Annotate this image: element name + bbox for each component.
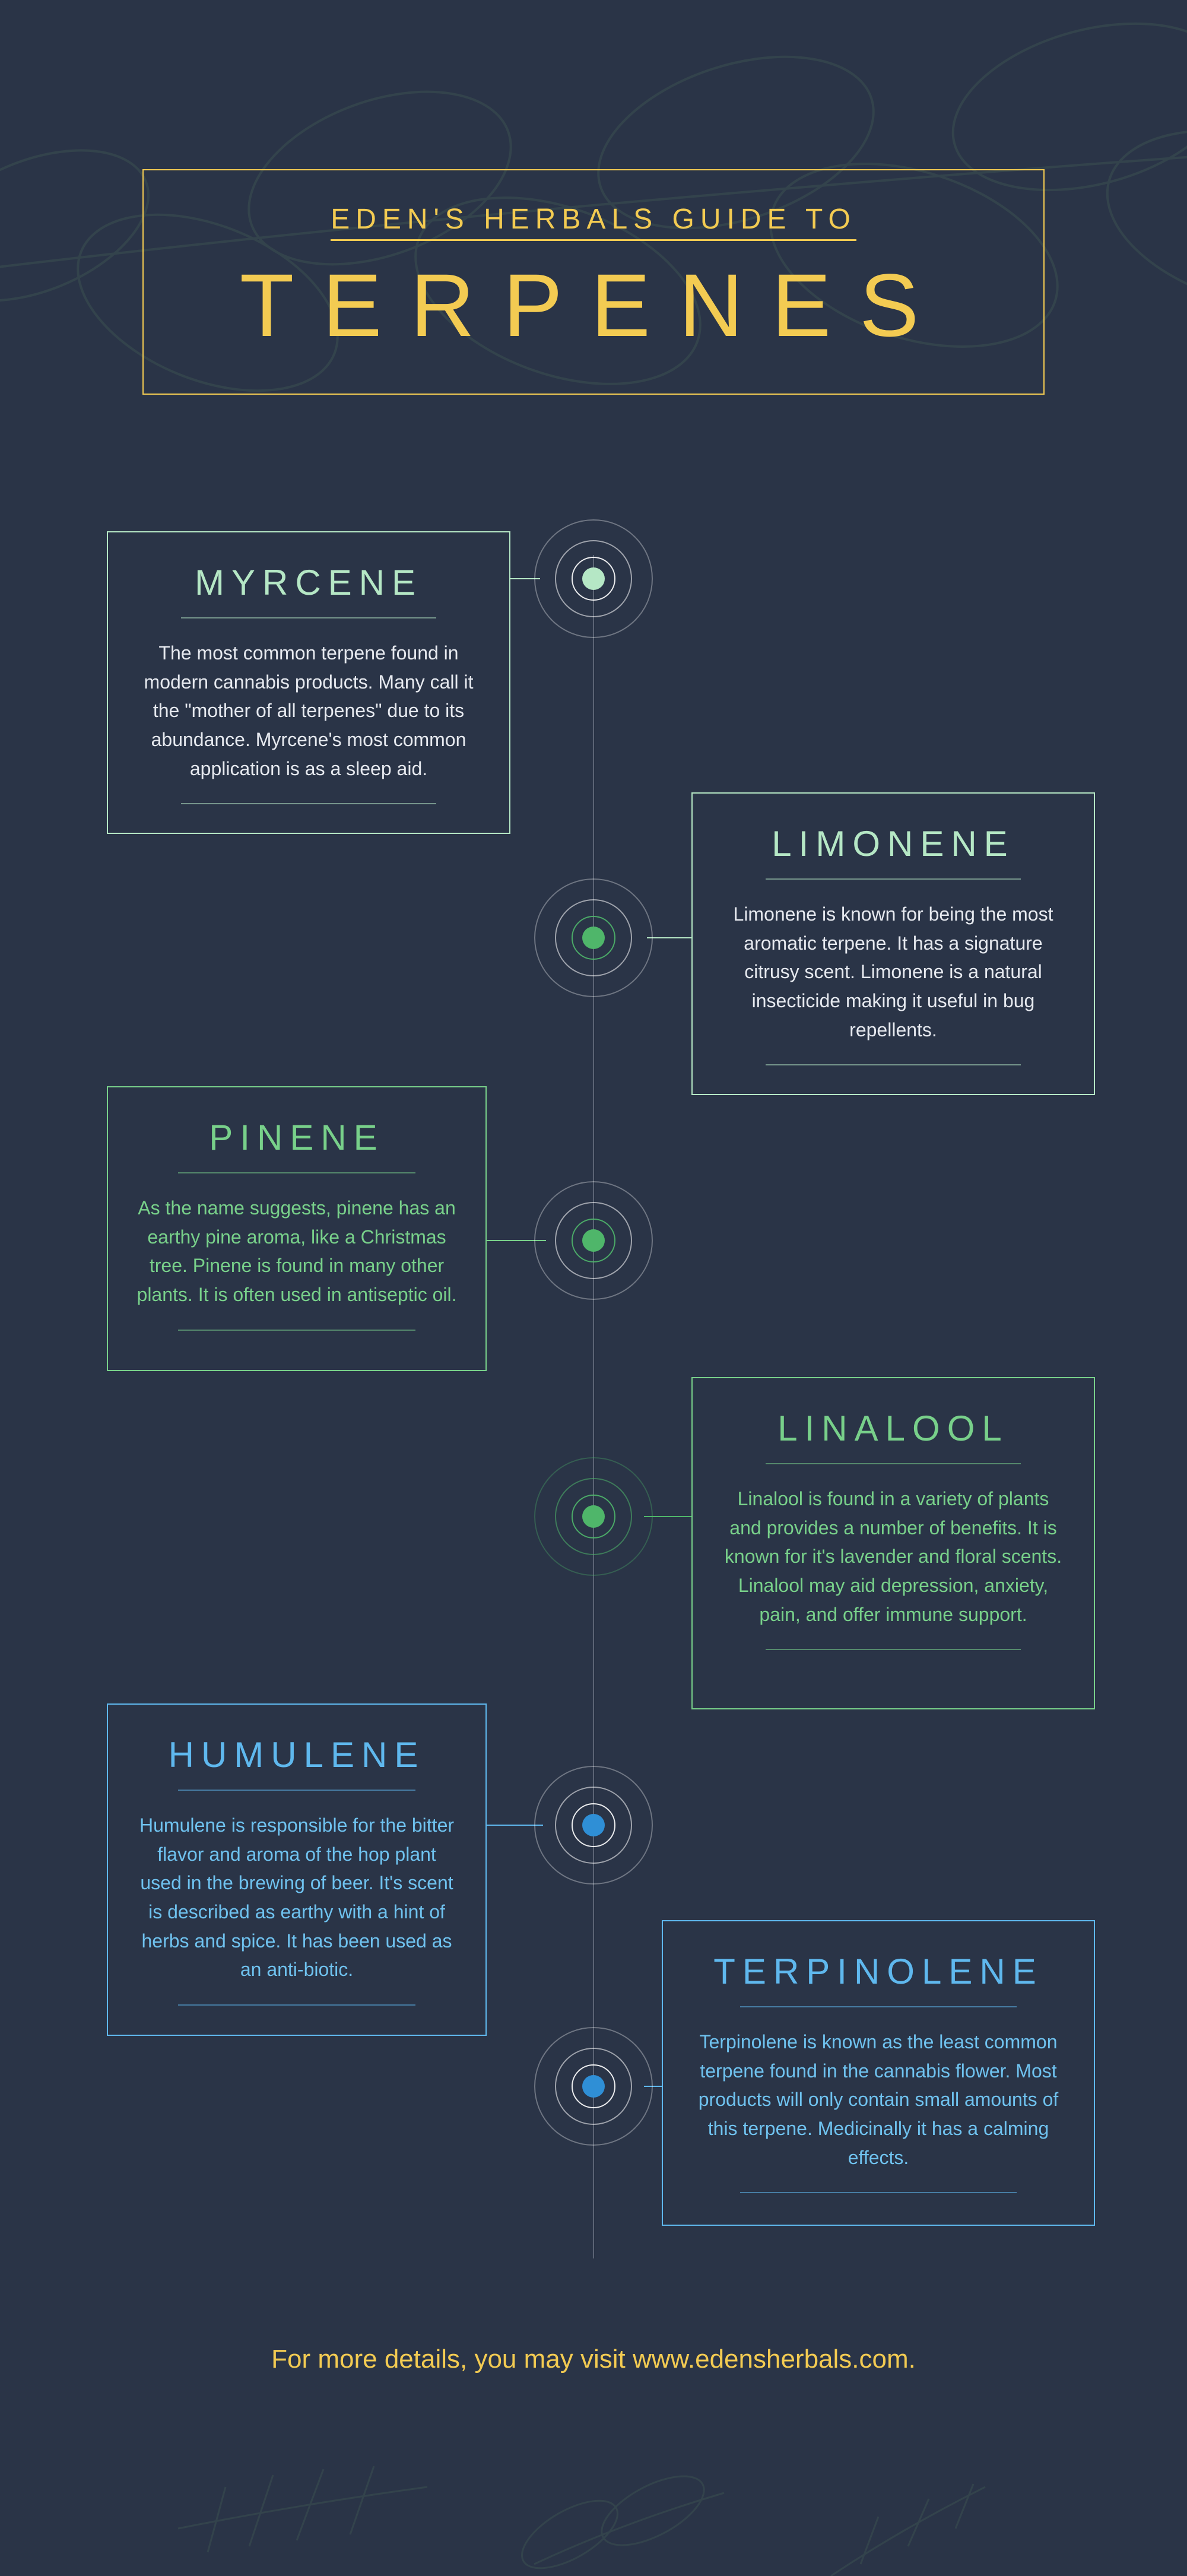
card-rule <box>178 1330 415 1331</box>
card-body: Humulene is responsible for the bitter f… <box>137 1811 457 1984</box>
card-title: PINENE <box>137 1117 457 1158</box>
card-title: HUMULENE <box>137 1734 457 1775</box>
card-body: Terpinolene is known as the least common… <box>691 2028 1065 2172</box>
header-subtitle: EDEN'S HERBALS GUIDE TO <box>331 203 856 241</box>
timeline-node <box>534 1766 653 1885</box>
card-body: As the name suggests, pinene has an eart… <box>137 1194 457 1309</box>
terpene-card-linalool: LINALOOL Linalool is found in a variety o… <box>691 1377 1095 1709</box>
card-body: The most common terpene found in modern … <box>137 639 481 783</box>
card-title: MYRCENE <box>137 562 481 603</box>
card-rule <box>740 2006 1017 2007</box>
terpene-card-limonene: LIMONENE Limonene is known for being the … <box>691 792 1095 1095</box>
terpene-card-terpinolene: TERPINOLENE Terpinolene is known as the l… <box>662 1920 1095 2226</box>
timeline-node <box>534 1181 653 1300</box>
card-rule <box>178 2004 415 2006</box>
card-rule <box>178 1172 415 1173</box>
leaf-decoration-bottom <box>119 2279 1068 2576</box>
card-rule <box>766 1649 1020 1650</box>
connector <box>647 937 691 938</box>
card-title: TERPINOLENE <box>691 1951 1065 1992</box>
header-box: EDEN'S HERBALS GUIDE TO TERPENES <box>142 169 1045 395</box>
card-rule <box>178 1790 415 1791</box>
timeline-node <box>534 2027 653 2146</box>
header-title: TERPENES <box>144 254 1043 357</box>
timeline-node <box>534 519 653 638</box>
timeline-node <box>534 1457 653 1576</box>
card-title: LINALOOL <box>721 1408 1065 1449</box>
card-body: Limonene is known for being the most aro… <box>721 900 1065 1044</box>
card-rule <box>181 617 436 618</box>
card-rule <box>766 878 1020 880</box>
card-rule <box>740 2192 1017 2193</box>
card-body: Linalool is found in a variety of plants… <box>721 1484 1065 1629</box>
card-rule <box>766 1463 1020 1464</box>
footer-text: For more details, you may visit www.eden… <box>0 2345 1187 2374</box>
terpene-card-pinene: PINENE As the name suggests, pinene has a… <box>107 1086 487 1371</box>
card-title: LIMONENE <box>721 823 1065 864</box>
card-rule <box>766 1064 1020 1065</box>
terpene-card-humulene: HUMULENE Humulene is responsible for the … <box>107 1703 487 2036</box>
timeline-node <box>534 878 653 997</box>
terpene-card-myrcene: MYRCENE The most common terpene found in … <box>107 531 510 834</box>
card-rule <box>181 803 436 804</box>
